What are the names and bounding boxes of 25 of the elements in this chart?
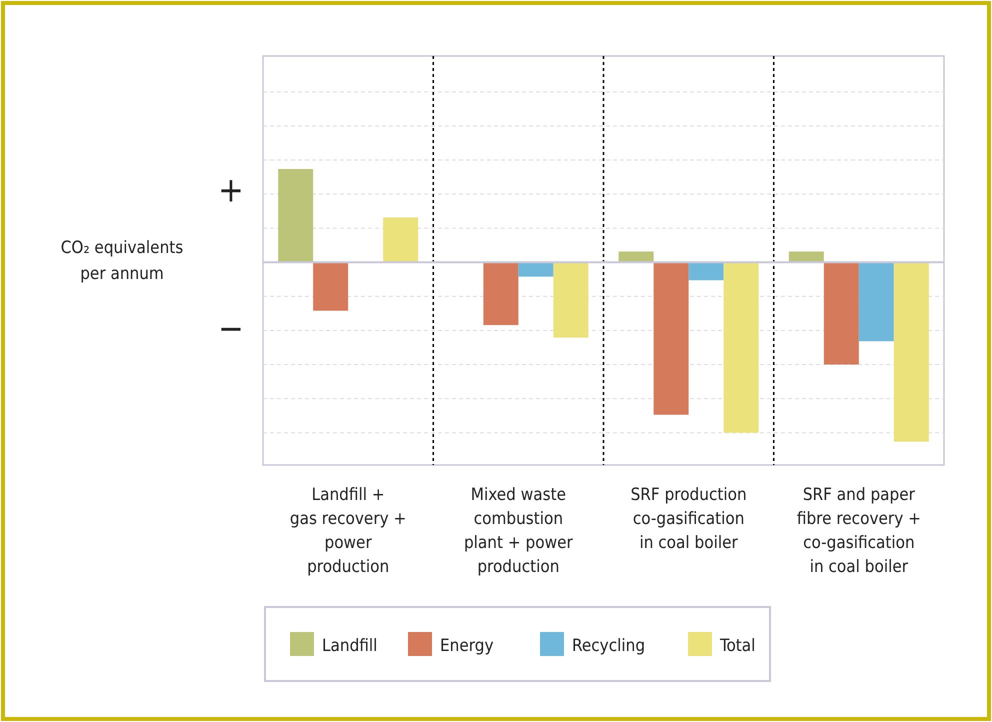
bar — [688, 262, 724, 280]
bar — [824, 262, 859, 365]
y-axis-title: CO₂ equivalents per annum — [60, 238, 184, 284]
bar — [858, 262, 894, 342]
bar — [278, 169, 314, 262]
bar — [894, 262, 929, 442]
bar — [654, 262, 689, 415]
bar — [553, 262, 588, 338]
legend-label: Landfill — [322, 636, 378, 656]
x-tick-label: SRF and paper fibre recovery + co-gasification in coal boiler — [796, 485, 921, 577]
bar — [383, 217, 418, 262]
bar — [518, 262, 554, 277]
x-tick-label: Landfill + gas recovery + power production — [290, 485, 406, 577]
x-tick-label: Mixed waste combustion plant + power production — [464, 485, 574, 577]
bar — [788, 252, 824, 262]
legend-label: Total — [719, 636, 756, 656]
text: + — [218, 170, 244, 211]
bar — [483, 262, 518, 326]
bar — [618, 252, 654, 262]
legend-label: Recycling — [572, 636, 646, 656]
legend-label: Energy — [440, 636, 494, 656]
x-tick-label: SRF production co-gasification in coal boiler — [630, 485, 747, 553]
bar — [724, 262, 759, 433]
bar — [313, 262, 348, 311]
text: − — [218, 308, 244, 349]
